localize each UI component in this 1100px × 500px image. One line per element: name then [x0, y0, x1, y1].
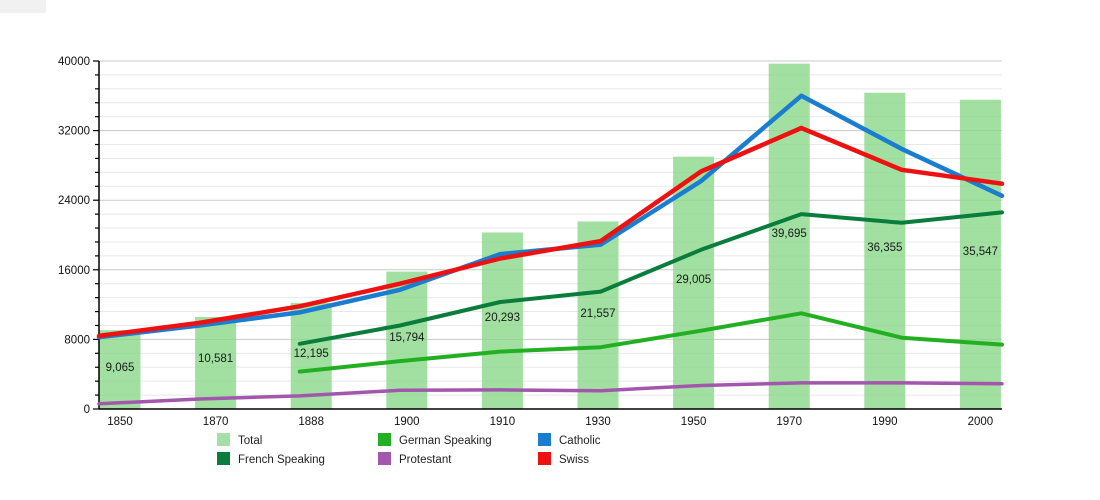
- bar-value-label: 39,695: [772, 228, 807, 240]
- y-axis-label: 32000: [58, 126, 90, 138]
- y-axis-label: 0: [84, 404, 90, 416]
- axes: 0 8000 16000 24000 32000 40000 1850 1870 1888 190…: [58, 56, 1002, 428]
- x-axis-label: 1970: [776, 416, 802, 428]
- line-series: [96, 93, 1005, 406]
- gridlines: [99, 60, 1002, 396]
- y-axis-label: 24000: [58, 195, 90, 207]
- legend: Total French Speaking German Speaking Prote…: [217, 433, 601, 466]
- bar-value-label: 29,005: [676, 274, 711, 286]
- legend-item-swiss: Swiss: [538, 452, 589, 466]
- bar-1950: [673, 156, 715, 409]
- line-protestant: [97, 381, 1004, 406]
- bar-1850: [99, 330, 141, 409]
- legend-label: Protestant: [399, 454, 452, 466]
- x-axis-label: 1950: [681, 416, 707, 428]
- y-axis-label: 40000: [58, 56, 90, 68]
- legend-label: French Speaking: [238, 454, 325, 466]
- y-axis-label: 16000: [58, 265, 90, 277]
- bar-value-label: 10,581: [198, 353, 233, 365]
- x-axis-label: 1850: [107, 416, 133, 428]
- bar-value-labels: 9,065 10,581 12,195 15,794 20,293 21,557 29,00…: [106, 228, 998, 374]
- legend-swatch: [217, 433, 230, 446]
- bar-2000: [959, 99, 1001, 410]
- legend-item-catholic: Catholic: [538, 433, 601, 447]
- x-axis-label: 2000: [968, 416, 994, 428]
- bar-1930: [577, 221, 619, 409]
- line-swiss: [96, 125, 1005, 339]
- legend-item-protestant: Protestant: [378, 452, 452, 466]
- legend-swatch: [378, 433, 391, 446]
- total-bars: [99, 63, 1001, 410]
- legend-swatch: [538, 433, 551, 446]
- x-axis-label: 1888: [298, 416, 324, 428]
- bar-value-label: 20,293: [485, 312, 520, 324]
- legend-item-german-speaking: German Speaking: [378, 433, 492, 447]
- line-french-speaking: [297, 210, 1004, 346]
- legend-item-total: Total: [217, 433, 262, 447]
- bar-value-label: 12,195: [294, 348, 329, 360]
- legend-swatch: [378, 452, 391, 465]
- legend-swatch: [538, 452, 551, 465]
- legend-label: Total: [238, 435, 262, 447]
- legend-label: Catholic: [559, 435, 601, 447]
- legend-item-french-speaking: French Speaking: [217, 452, 325, 466]
- x-axis-label: 1900: [394, 416, 420, 428]
- bar-1900: [386, 271, 428, 409]
- x-axis-label: 1990: [872, 416, 898, 428]
- bar-value-label: 36,355: [867, 242, 902, 254]
- legend-label: German Speaking: [399, 435, 492, 447]
- bar-value-label: 35,547: [963, 246, 998, 258]
- line-german-speaking: [297, 311, 1004, 374]
- bar-value-label: 21,557: [580, 308, 615, 320]
- legend-label: Swiss: [559, 454, 589, 466]
- bar-1970: [768, 63, 810, 409]
- x-axis-label: 1930: [585, 416, 611, 428]
- bar-1870: [195, 316, 237, 409]
- corner-artifact: [0, 0, 46, 13]
- x-axis-label: 1910: [490, 416, 516, 428]
- x-axis-label: 1870: [203, 416, 229, 428]
- y-axis-label: 8000: [64, 334, 90, 346]
- bar-value-label: 15,794: [389, 332, 425, 344]
- bar-value-label: 9,065: [106, 362, 135, 374]
- bar-1888: [290, 302, 332, 409]
- legend-swatch: [217, 452, 230, 465]
